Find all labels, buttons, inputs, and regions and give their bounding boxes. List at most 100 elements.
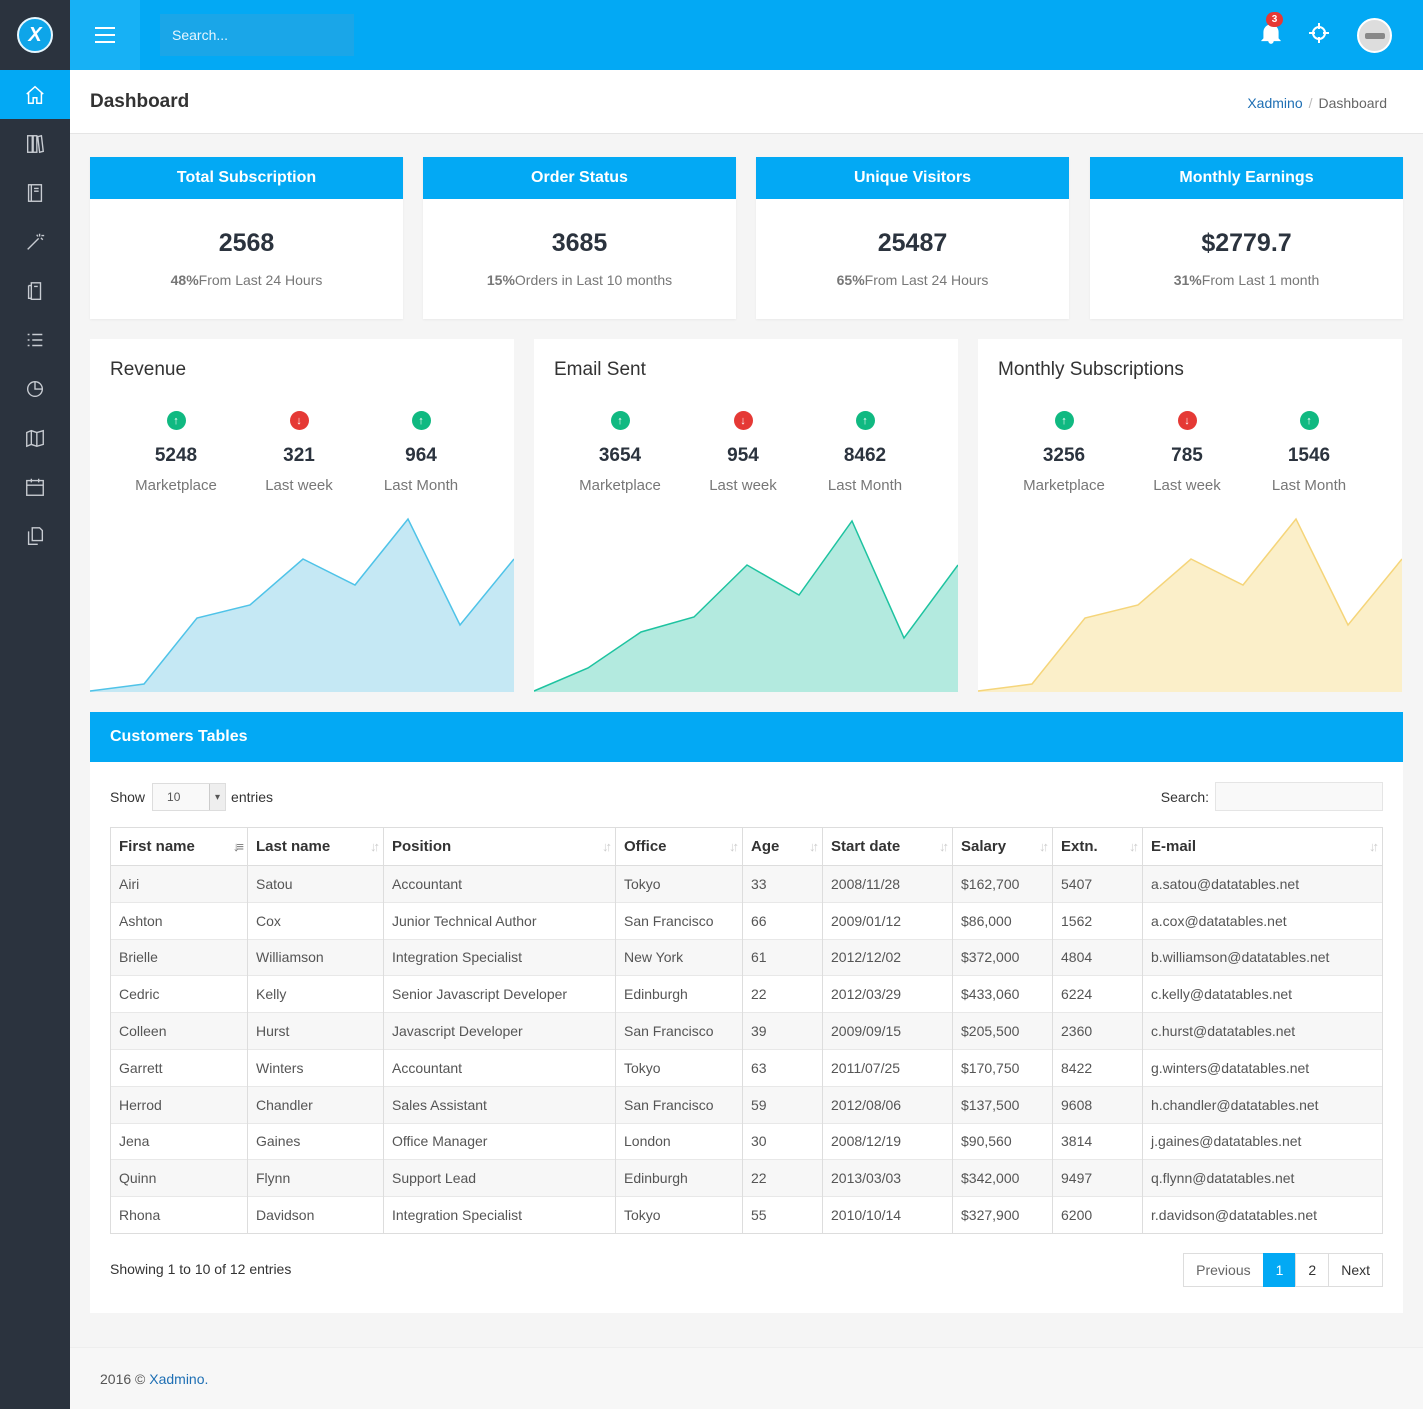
column-header[interactable]: E-mail ↓↑ xyxy=(1142,827,1383,866)
stat-card-earnings: Monthly Earnings $2779.7 31%From Last 1 … xyxy=(1090,157,1403,319)
table-cell: Quinn xyxy=(110,1159,248,1197)
column-header[interactable]: Position ↓↑ xyxy=(383,827,616,866)
sidebar-item-maps[interactable] xyxy=(0,413,70,462)
table-cell: New York xyxy=(615,938,743,976)
chart-stat: ↑ 3256 Marketplace xyxy=(1004,411,1124,494)
magic-wand-icon xyxy=(27,233,45,250)
notification-badge: 3 xyxy=(1266,12,1283,27)
column-header[interactable]: Age ↓↑ xyxy=(742,827,823,866)
stat-card-subtext: 48%From Last 24 Hours xyxy=(170,272,323,288)
column-header[interactable]: Salary ↓↑ xyxy=(952,827,1053,866)
table-cell: Senior Javascript Developer xyxy=(383,975,616,1013)
logo[interactable]: X xyxy=(0,0,70,70)
sidebar-item-magic[interactable] xyxy=(0,217,70,266)
arrow-up-icon: ↑ xyxy=(1054,411,1074,430)
chart-stat: ↑ 964 Last Month xyxy=(361,411,481,494)
table-cell: Chandler xyxy=(247,1085,384,1124)
sidebar-item-charts[interactable] xyxy=(0,364,70,413)
sidebar-item-forms[interactable] xyxy=(0,168,70,217)
table-cell: 66 xyxy=(742,901,823,940)
arrow-up-icon: ↑ xyxy=(166,411,186,430)
table-cell: 30 xyxy=(742,1122,823,1160)
table-cell: 2009/01/12 xyxy=(822,901,953,940)
page-length-select[interactable]: 10 ▾ xyxy=(152,783,227,811)
area-chart xyxy=(978,517,1402,692)
table-cell: Hurst xyxy=(247,1012,384,1050)
table-cell: 6200 xyxy=(1052,1196,1143,1234)
sort-icon: ↓↑ xyxy=(1039,839,1049,854)
table-row: Airi Satou Accountant Tokyo 33 2008/11/28 $162… xyxy=(110,865,1383,903)
sidebar-item-pages[interactable] xyxy=(0,266,70,315)
table-cell: 2012/12/02 xyxy=(822,938,953,976)
chart-stat: ↓ 785 Last week xyxy=(1127,411,1247,494)
table-cell: Satou xyxy=(247,865,384,903)
topbar: 3 xyxy=(70,0,1423,70)
table-cell: Garrett xyxy=(110,1048,248,1087)
column-header[interactable]: Start date ↓↑ xyxy=(822,827,953,866)
table-cell: Brielle xyxy=(110,938,248,976)
table-row: Herrod Chandler Sales Assistant San Francis… xyxy=(110,1085,1383,1124)
footer-brand-link[interactable]: Xadmino xyxy=(149,1371,205,1387)
table-cell: 2010/10/14 xyxy=(822,1196,953,1234)
search-input[interactable] xyxy=(160,14,354,56)
table-row: Quinn Flynn Support Lead Edinburgh 22 2013/03… xyxy=(110,1159,1383,1197)
table-cell: 33 xyxy=(742,865,823,903)
table-cell: c.hurst@datatables.net xyxy=(1142,1012,1383,1050)
footer: 2016 © Xadmino. xyxy=(70,1347,1423,1409)
next-button[interactable]: Next xyxy=(1328,1253,1383,1287)
fullscreen-icon[interactable] xyxy=(1307,21,1331,45)
chart-stat: ↑ 5248 Marketplace xyxy=(116,411,236,494)
table-cell: Jena xyxy=(110,1122,248,1160)
avatar[interactable] xyxy=(1357,18,1392,53)
chevron-down-icon: ▾ xyxy=(209,784,226,810)
documents-icon xyxy=(27,281,42,300)
table-cell: Tokyo xyxy=(615,1196,743,1234)
table-cell: 2013/03/03 xyxy=(822,1159,953,1197)
sidebar-item-files[interactable] xyxy=(0,511,70,560)
sidebar-item-home[interactable] xyxy=(0,70,70,119)
sort-icon: ↓↑ xyxy=(1129,839,1139,854)
page-button[interactable]: 1 xyxy=(1262,1253,1297,1287)
table-cell: j.gaines@datatables.net xyxy=(1142,1122,1383,1160)
column-header[interactable]: Last name ↓↑ xyxy=(247,827,384,866)
bell-icon[interactable] xyxy=(1258,20,1284,46)
stat-card-subtext: 65%From Last 24 Hours xyxy=(836,272,989,288)
table-cell: 2360 xyxy=(1052,1012,1143,1050)
table-header-row: First name ↓≡ Last name ↓↑ Position ↓↑ Offi… xyxy=(110,827,1383,866)
table-cell: Flynn xyxy=(247,1159,384,1197)
sidebar-item-calendar[interactable] xyxy=(0,462,70,511)
table-cell: 2008/12/19 xyxy=(822,1122,953,1160)
table-cell: Junior Technical Author xyxy=(383,901,616,940)
table-search-label: Search: xyxy=(1160,788,1209,805)
column-header[interactable]: Extn. ↓↑ xyxy=(1052,827,1143,866)
sort-icon: ↓↑ xyxy=(370,839,380,854)
menu-toggle-button[interactable] xyxy=(70,0,140,70)
table-cell: Cedric xyxy=(110,975,248,1013)
table-row: Cedric Kelly Senior Javascript Developer Ed… xyxy=(110,975,1383,1013)
area-chart xyxy=(534,519,958,692)
logo-icon: X xyxy=(17,17,53,53)
table-search-input[interactable] xyxy=(1215,782,1383,811)
breadcrumb-home-link[interactable]: Xadmino xyxy=(1247,95,1303,111)
stat-card-subscription: Total Subscription 2568 48%From Last 24 … xyxy=(90,157,403,319)
table-cell: $170,750 xyxy=(952,1048,1053,1087)
previous-button[interactable]: Previous xyxy=(1183,1253,1264,1287)
list-icon xyxy=(27,333,43,346)
sort-icon: ↓↑ xyxy=(1369,839,1379,854)
page-button[interactable]: 2 xyxy=(1295,1253,1330,1287)
column-header[interactable]: Office ↓↑ xyxy=(615,827,743,866)
chart-stat: ↓ 321 Last week xyxy=(239,411,359,494)
table-card-title: Customers Tables xyxy=(90,712,1403,762)
table-cell: $86,000 xyxy=(952,901,1053,940)
table-cell: 2012/08/06 xyxy=(822,1085,953,1124)
sidebar-item-ui[interactable] xyxy=(0,119,70,168)
chart-card-subscriptions: Monthly Subscriptions ↑ 3256 Marketplace ↓… xyxy=(978,339,1402,692)
column-header[interactable]: First name ↓≡ xyxy=(110,827,248,866)
table-cell: 2009/09/15 xyxy=(822,1012,953,1050)
pie-chart-icon xyxy=(26,380,44,397)
sidebar-item-lists[interactable] xyxy=(0,315,70,364)
home-icon xyxy=(26,85,44,104)
sidebar: X xyxy=(0,0,70,1409)
sort-icon: ↓↑ xyxy=(602,839,612,854)
table-cell: 1562 xyxy=(1052,901,1143,940)
